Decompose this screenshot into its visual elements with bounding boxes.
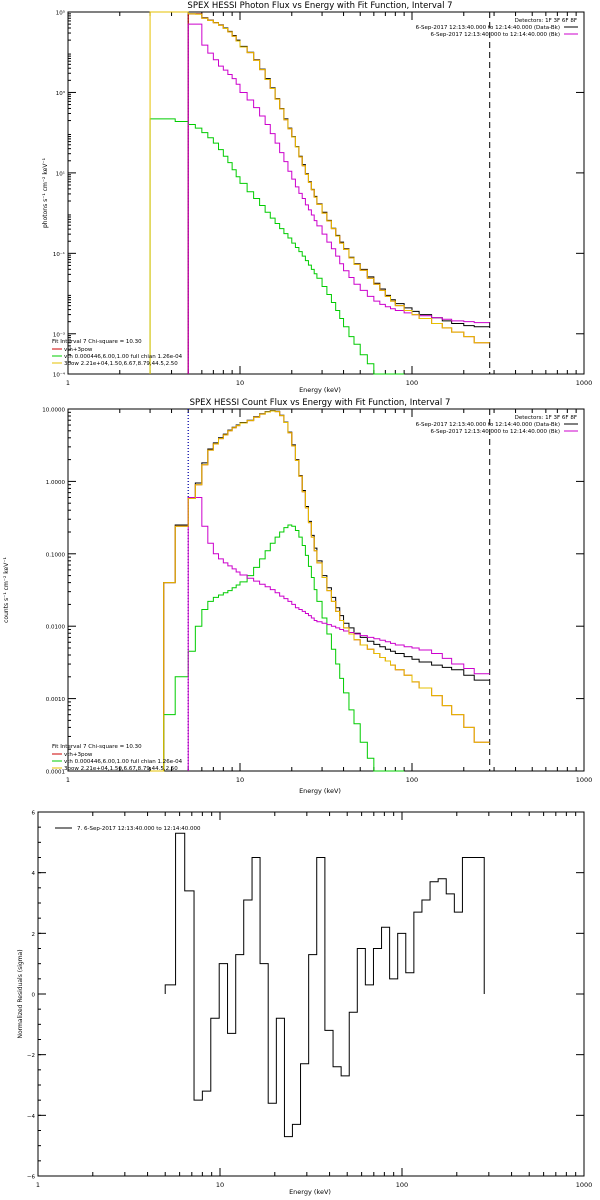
series-line-2 [150, 524, 405, 772]
detectors-label: Detectors: 1F 3F 6F 8F [515, 18, 577, 24]
series-layer [164, 832, 485, 1138]
chart-title: SPEX HESSI Count Flux vs Energy with Fit… [190, 398, 451, 408]
count-flux-chart: SPEX HESSI Count Flux vs Energy with Fit… [3, 398, 592, 795]
x-tick-label: 1000 [576, 379, 593, 387]
y-tick-label: 6 [32, 811, 36, 817]
x-tick-label: 1 [66, 776, 70, 784]
fit-text-vth: vth 0.000446,6.00,1.00 full chian 1.26e-… [64, 354, 183, 360]
x-tick-label: 10 [216, 1181, 224, 1189]
y-tick-label: 0.1000 [46, 552, 66, 558]
series-layer [150, 409, 491, 772]
series-layer [149, 11, 491, 375]
fit-text-vth: vth 0.000446,6.00,1.00 full chian 1.26e-… [64, 759, 183, 765]
fit-text-3pow: 3pow 2.21e+04,1.50,6.67,8.79,44.5,2.50 [64, 766, 178, 772]
y-tick-label: 10⁵ [56, 10, 65, 17]
chart-title: SPEX HESSI Photon Flux vs Energy with Fi… [187, 1, 452, 11]
x-ticks: 1 10 100 1000 [66, 12, 592, 387]
series-line-3 [187, 496, 490, 771]
y-tick-label: 0.0100 [46, 625, 66, 631]
x-tick-label: 100 [396, 1181, 408, 1189]
time-label-data-bk: 6-Sep-2017 12:13:40.000 to 12:14:40.000 … [416, 25, 560, 31]
y-tick-label: 10³ [56, 90, 65, 97]
series-line-0 [164, 832, 485, 1138]
series-line-3 [187, 23, 490, 374]
residuals-chart: 1 10 100 1000 −6 −4 −2 0 2 4 6 7. 6-Sep-2017 12:1… [17, 811, 592, 1197]
fit-text-model: vth+3pow [64, 347, 93, 353]
y-ticks: −6 −4 −2 0 2 4 6 [27, 811, 584, 1181]
time-label-data-bk: 6-Sep-2017 12:13:40.000 to 12:14:40.000 … [416, 422, 560, 428]
y-tick-label: −6 [27, 1175, 36, 1181]
y-tick-label: −2 [27, 1053, 35, 1059]
x-tick-label: 10 [236, 379, 244, 387]
time-label-bk: 6-Sep-2017 12:13:40.000 to 12:14:40.000 … [431, 32, 561, 38]
y-axis-label: Normalized Residuals (sigma) [17, 949, 24, 1038]
x-tick-label: 10 [236, 776, 244, 784]
series-line-4 [149, 11, 490, 374]
series-line-0 [150, 410, 490, 772]
x-tick-label: 1000 [576, 776, 593, 784]
series-line-4 [150, 410, 490, 772]
time-label-bk: 6-Sep-2017 12:13:40.000 to 12:14:40.000 … [431, 429, 561, 435]
y-ticks: 10⁻⁴ 10⁻³ 10⁻¹ 10¹ 10³ 10⁵ [53, 10, 584, 379]
y-tick-label: −4 [27, 1114, 36, 1120]
y-tick-label: 10⁻⁴ [53, 372, 66, 379]
fit-text-3pow: 3pow 2.21e+04,1.50,6.67,8.79,44.5,2.50 [64, 361, 178, 367]
x-tick-label: 100 [406, 379, 418, 387]
y-tick-label: 10⁻¹ [53, 251, 65, 258]
fit-text-chi: Fit Interval 7 Chi-square = 10.30 [52, 339, 142, 345]
y-ticks: 0.0001 0.0010 0.0100 0.1000 1.0000 10.0000 [42, 408, 584, 776]
y-tick-label: 10¹ [56, 170, 65, 177]
x-tick-label: 1000 [576, 1181, 593, 1189]
y-tick-label: 2 [32, 932, 36, 938]
y-tick-label: 4 [32, 871, 36, 877]
y-axis-label: counts s⁻¹ cm⁻² keV⁻¹ [3, 557, 10, 623]
plot-frame [67, 11, 585, 375]
x-tick-label: 1 [36, 1181, 40, 1189]
plot-frame [67, 408, 585, 772]
series-line-2 [149, 118, 405, 375]
y-tick-label: 0.0001 [46, 770, 65, 776]
detectors-label: Detectors: 1F 3F 6F 8F [515, 415, 577, 421]
photon-flux-chart: SPEX HESSI Photon Flux vs Energy with Fi… [42, 1, 592, 394]
residual-legend-text: 7. 6-Sep-2017 12:13:40.000 to 12:14:40.0… [77, 826, 201, 832]
y-axis-label: photons s⁻¹ cm⁻² keV⁻¹ [42, 157, 49, 228]
x-axis-label: Energy (keV) [299, 787, 341, 795]
x-tick-label: 1 [66, 379, 70, 387]
y-tick-label: 0 [32, 993, 36, 999]
x-axis-label: Energy (keV) [289, 1188, 331, 1196]
y-tick-label: 10⁻³ [53, 331, 65, 338]
y-tick-label: 0.0010 [46, 697, 66, 703]
y-tick-label: 10.0000 [42, 408, 65, 414]
fit-text-chi: Fit Interval 7 Chi-square = 10.30 [52, 744, 142, 750]
y-tick-label: 1.0000 [46, 480, 66, 486]
x-tick-label: 100 [406, 776, 418, 784]
x-ticks: 1 10 100 1000 [36, 812, 592, 1189]
x-axis-label: Energy (keV) [299, 386, 341, 394]
fit-text-model: vth+3pow [64, 752, 93, 758]
